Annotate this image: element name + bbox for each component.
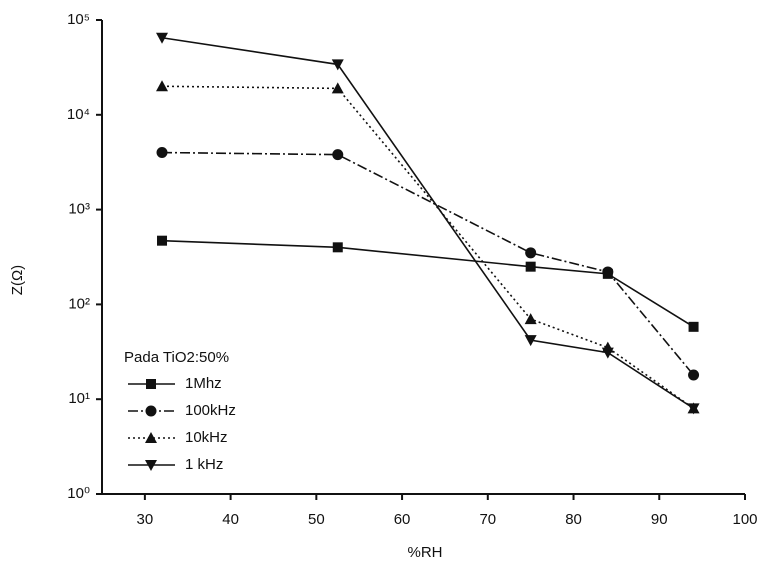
- x-tick-label: 60: [394, 511, 411, 528]
- y-tick-label: 10⁴: [67, 106, 90, 123]
- marker: [688, 321, 699, 332]
- marker: [525, 261, 536, 272]
- legend-label: 1 kHz: [185, 456, 223, 473]
- y-tick-label: 10³: [68, 201, 90, 218]
- series-line: [162, 85, 695, 410]
- marker: [524, 335, 537, 347]
- marker: [156, 32, 169, 44]
- marker: [145, 405, 157, 417]
- marker: [145, 460, 157, 471]
- legend-label: 100kHz: [185, 402, 236, 419]
- series-line: [162, 151, 695, 376]
- marker: [524, 313, 537, 325]
- x-tick-label: 80: [565, 511, 582, 528]
- x-tick-label: 50: [308, 511, 325, 528]
- marker: [332, 149, 344, 161]
- y-axis-label: Z(Ω): [9, 265, 26, 295]
- y-tick-label: 10⁰: [67, 485, 90, 502]
- legend-title: Pada TiO2:50%: [124, 349, 229, 366]
- marker: [602, 266, 614, 278]
- marker: [156, 147, 168, 159]
- legend-label: 10kHz: [185, 429, 228, 446]
- x-tick-label: 90: [651, 511, 668, 528]
- series-line: [161, 239, 694, 328]
- x-tick-label: 70: [479, 511, 496, 528]
- marker: [601, 347, 614, 359]
- marker: [688, 369, 700, 381]
- y-tick-label: 10¹: [68, 390, 90, 407]
- marker: [525, 247, 537, 259]
- marker: [145, 432, 157, 443]
- marker: [156, 80, 169, 92]
- axes: [101, 20, 745, 495]
- marker: [331, 82, 344, 94]
- y-tick-label: 10⁵: [67, 11, 90, 28]
- x-tick-label: 30: [137, 511, 154, 528]
- marker: [157, 235, 168, 246]
- legend-label: 1Mhz: [185, 375, 222, 392]
- x-tick-label: 100: [732, 511, 757, 528]
- x-axis-label: %RH: [407, 544, 442, 561]
- x-tick-label: 40: [222, 511, 239, 528]
- marker: [687, 403, 700, 415]
- marker: [332, 242, 343, 253]
- marker: [146, 379, 156, 389]
- y-tick-label: 10²: [68, 295, 90, 312]
- marker: [331, 59, 344, 71]
